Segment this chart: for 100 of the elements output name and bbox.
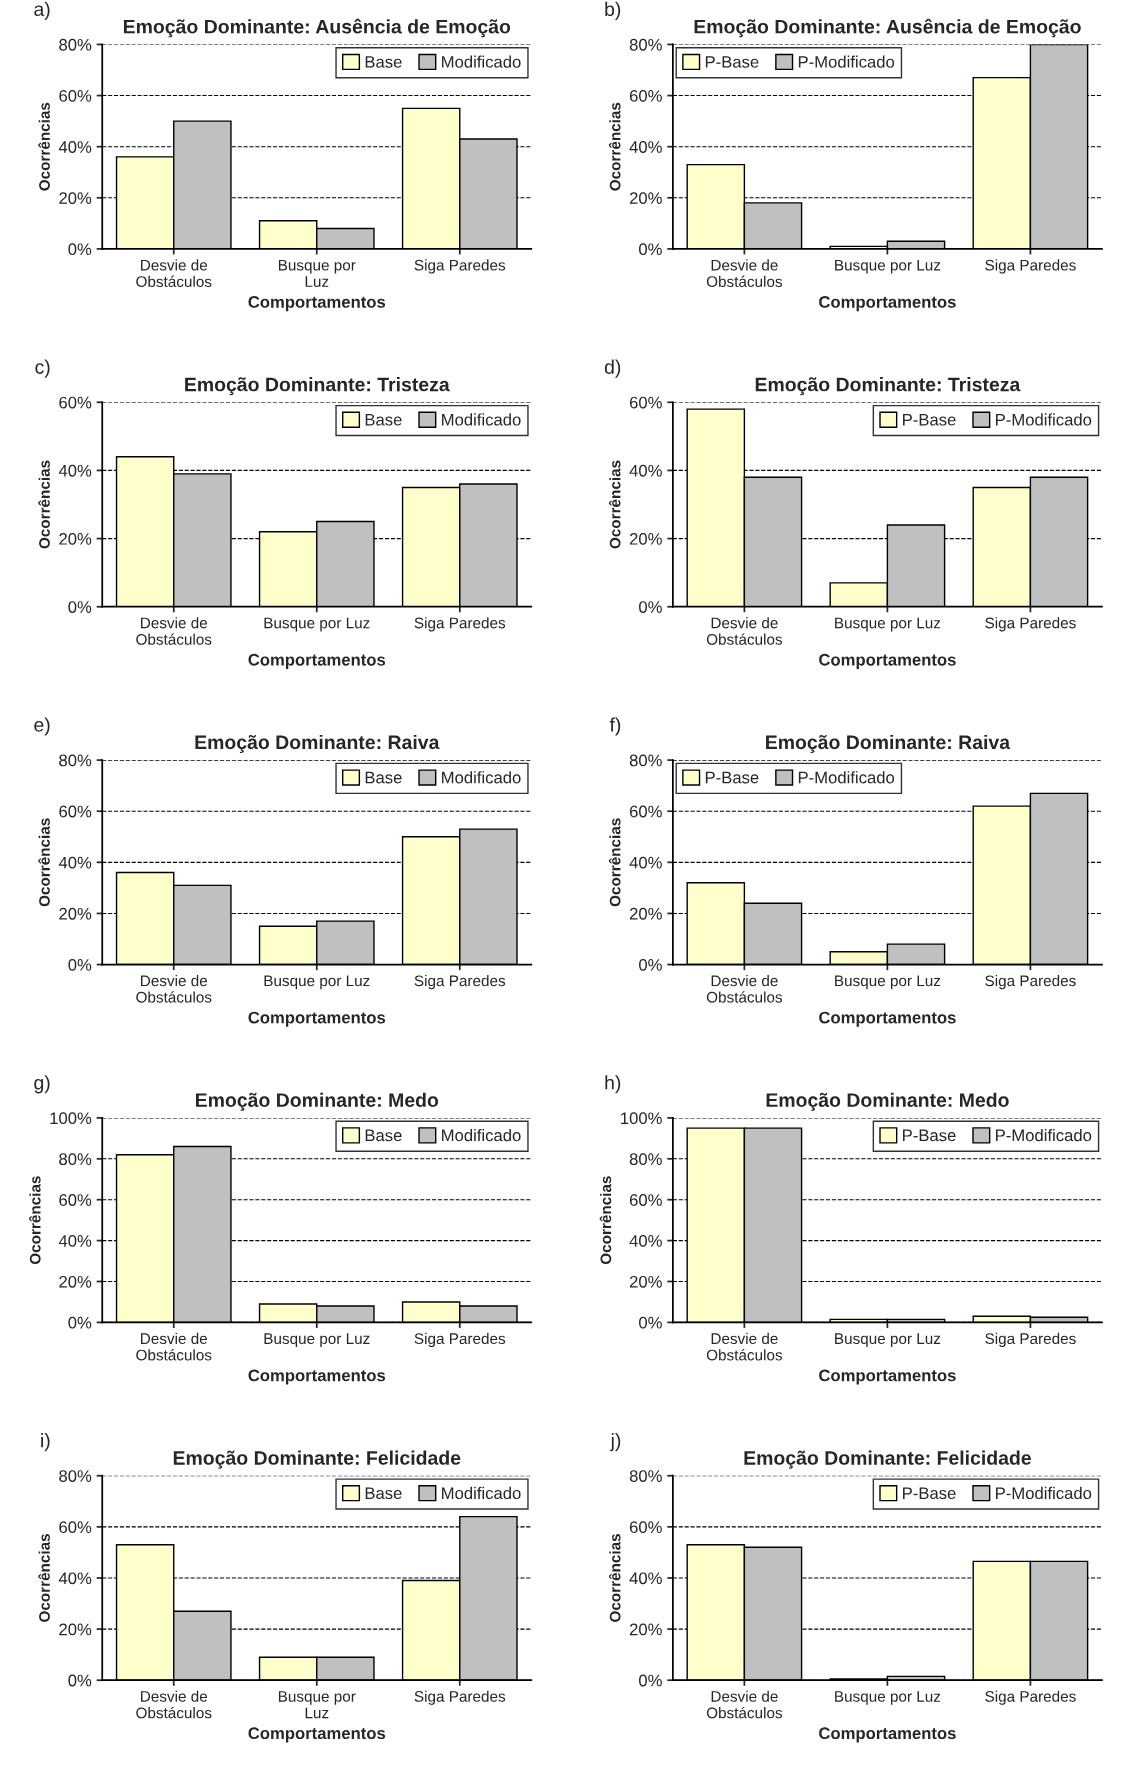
y-tick-label: 40%	[58, 141, 92, 153]
x-tick-label: Busque por Luz	[835, 1333, 941, 1348]
x-tick-label: Desvie de Obstáculos	[136, 617, 212, 645]
text: i)	[41, 1433, 50, 1452]
y-tick-label: 60%	[59, 805, 92, 818]
x-tick-label: Siga Paredes	[985, 974, 1076, 990]
legend-label: Modificado	[442, 1129, 521, 1142]
y-tick-label: 60%	[59, 396, 92, 409]
legend-label: P-Base	[903, 413, 956, 426]
legend-label: P-Modificado	[996, 413, 1092, 426]
y-tick-label: 0%	[639, 243, 662, 256]
y-tick-label: 60%	[59, 1521, 92, 1534]
legend-label: Modificado	[442, 1486, 521, 1500]
chart-title: Emoção Dominante: Tristeza	[185, 377, 450, 396]
x-tick-label: Busque por Luz	[278, 259, 356, 288]
text: j)	[610, 1433, 621, 1452]
legend-label: P-Base	[705, 56, 759, 68]
y-tick-label: 20%	[59, 1275, 92, 1288]
chart-title: Emoção Dominante: Felicidade	[744, 1450, 1031, 1469]
y-tick-label: 100%	[621, 1112, 662, 1125]
x-tick-label: Busque por Luz	[278, 1691, 356, 1719]
legend-label: Base	[365, 771, 402, 784]
y-tick-label: 80%	[629, 1153, 662, 1166]
y-tick-label: 0%	[68, 1316, 92, 1329]
x-tick-label: Busque por Luz	[264, 617, 370, 632]
chart-title: Emoção Dominante: Raiva	[195, 734, 440, 754]
x-tick-label: Siga Paredes	[985, 1690, 1076, 1705]
text: e)	[34, 717, 50, 736]
x-tick-label: Siga Paredes	[414, 974, 506, 990]
x-tick-label: Busque por Luz	[264, 975, 370, 990]
y-tick-label: 80%	[629, 38, 662, 51]
y-tick-label: 60%	[629, 1521, 662, 1534]
y-tick-label: 0%	[68, 243, 92, 256]
x-axis-title: Comportamentos	[819, 296, 956, 312]
x-tick-label: Busque por Luz	[835, 259, 941, 274]
x-axis-title: Comportamentos	[248, 296, 386, 312]
y-axis-title: Ocorrências	[29, 1176, 41, 1265]
text: g)	[34, 1075, 50, 1094]
legend-label: Modificado	[442, 771, 521, 784]
legend-label: P-Modificado	[798, 55, 895, 68]
y-tick-label: 0%	[639, 1674, 662, 1687]
x-tick-label: Desvie de Obstáculos	[706, 974, 783, 1003]
y-tick-label: 80%	[59, 1470, 92, 1482]
x-tick-label: Desvie de Obstáculos	[136, 259, 212, 288]
y-tick-label: 40%	[58, 1572, 92, 1585]
text: f)	[609, 717, 621, 736]
y-tick-label: 40%	[629, 1235, 662, 1247]
y-tick-label: 80%	[629, 1470, 662, 1482]
legend-label: Base	[365, 1487, 402, 1500]
text: b)	[605, 1, 621, 20]
y-tick-label: 40%	[629, 1572, 662, 1585]
chart-title: Emoção Dominante: Medo	[195, 1092, 439, 1111]
y-tick-label: 20%	[59, 1623, 92, 1636]
legend-label: P-Modificado	[798, 771, 895, 784]
y-tick-label: 20%	[59, 907, 92, 920]
chart-title: Emoção Dominante: Ausência de Emoção	[123, 18, 511, 38]
y-tick-label: 60%	[629, 396, 662, 409]
x-tick-label: Busque por Luz	[835, 1691, 941, 1705]
text: c)	[35, 359, 50, 378]
x-tick-label: Busque por Luz	[264, 1333, 370, 1348]
legend-label: P-Modificado	[996, 1129, 1092, 1142]
y-tick-label: 80%	[59, 1153, 92, 1166]
chart-title: Emoção Dominante: Felicidade	[173, 1450, 461, 1469]
x-tick-label: Desvie de Obstáculos	[136, 1690, 212, 1719]
y-axis-title: Ocorrências	[608, 460, 621, 549]
y-tick-label: 0%	[68, 958, 92, 971]
x-tick-label: Desvie de Obstáculos	[706, 259, 783, 288]
y-tick-label: 20%	[629, 1275, 662, 1288]
x-tick-label: Busque por Luz	[835, 617, 941, 632]
legend-label: Base	[365, 56, 402, 68]
chart-title: Emoção Dominante: Ausência de Emoção	[694, 18, 1081, 38]
x-axis-title: Comportamentos	[819, 1727, 956, 1743]
y-tick-label: 20%	[629, 907, 662, 920]
y-axis-title: Ocorrências	[38, 102, 50, 191]
y-tick-label: 40%	[629, 856, 662, 869]
y-tick-label: 60%	[629, 89, 662, 102]
x-tick-label: Desvie de Obstáculos	[706, 617, 783, 645]
y-axis-title: Ocorrências	[608, 818, 621, 907]
y-tick-label: 60%	[629, 805, 662, 818]
x-axis-title: Comportamentos	[248, 1727, 386, 1743]
x-tick-label: Desvie de Obstáculos	[706, 1332, 783, 1361]
x-tick-label: Desvie de Obstáculos	[706, 1690, 783, 1719]
x-axis-title: Comportamentos	[819, 653, 956, 669]
y-axis-title: Ocorrências	[38, 460, 50, 549]
x-axis-title: Comportamentos	[819, 1011, 956, 1027]
x-axis-title: Comportamentos	[248, 653, 386, 669]
y-tick-label: 60%	[629, 1194, 662, 1206]
chart-title: Emoção Dominante: Raiva	[766, 734, 1011, 754]
y-tick-label: 80%	[59, 754, 92, 767]
x-tick-label: Siga Paredes	[414, 1332, 506, 1348]
x-tick-label: Siga Paredes	[985, 259, 1076, 274]
y-axis-title: Ocorrências	[608, 102, 621, 191]
y-axis-title: Ocorrências	[38, 1534, 50, 1622]
y-tick-label: 40%	[58, 464, 92, 477]
legend-label: P-Base	[705, 771, 759, 784]
x-tick-label: Siga Paredes	[414, 259, 506, 274]
text: h)	[605, 1075, 621, 1094]
text: a)	[34, 1, 50, 20]
y-tick-label: 20%	[59, 532, 92, 545]
legend-label: P-Base	[903, 1487, 956, 1500]
